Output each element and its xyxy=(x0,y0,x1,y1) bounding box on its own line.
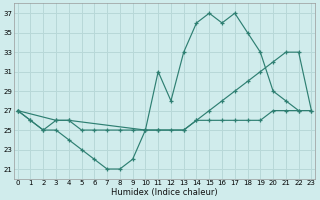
X-axis label: Humidex (Indice chaleur): Humidex (Indice chaleur) xyxy=(111,188,218,197)
